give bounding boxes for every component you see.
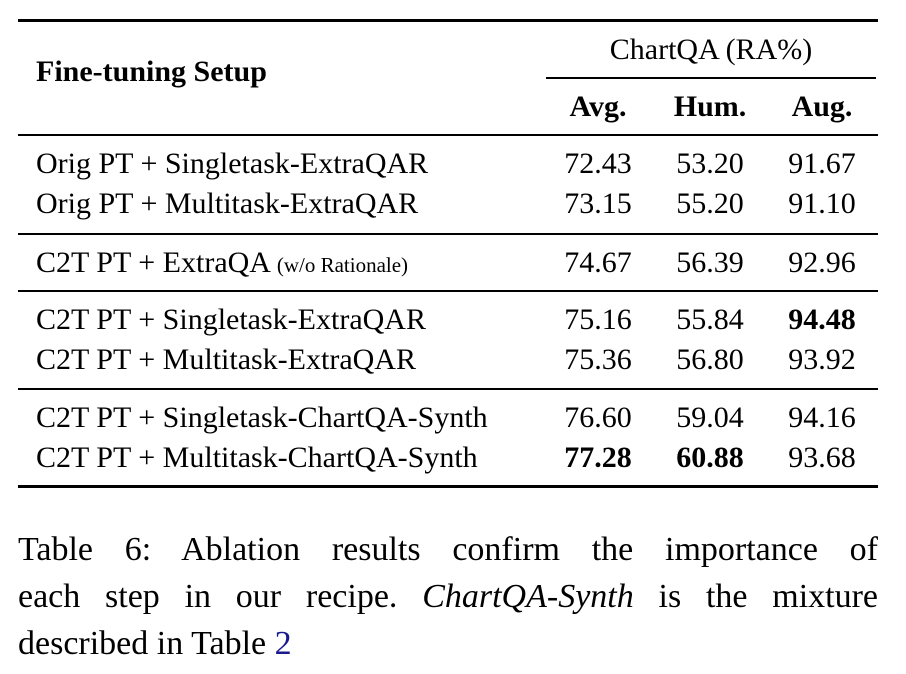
caption-text: each step in our recipe. bbox=[18, 578, 398, 615]
table-row-setup: C2T PT + Multitask-ChartQA-Synth bbox=[36, 441, 478, 474]
setup-note: (w/o Rationale) bbox=[276, 253, 409, 277]
table-top-rule bbox=[18, 19, 878, 22]
table-row-setup: Orig PT + Multitask-ExtraQAR bbox=[36, 187, 419, 220]
table-cell-aug-best: 94.48 bbox=[788, 303, 856, 336]
caption-text: is the mixture bbox=[658, 578, 879, 615]
group-divider bbox=[18, 233, 878, 235]
caption-line-2: each step in our recipe. ChartQA-Synth i… bbox=[18, 573, 878, 620]
setup-column-header: Fine-tuning Setup bbox=[36, 55, 267, 88]
column-header-avg: Avg. bbox=[569, 90, 627, 123]
table-caption: Table 6: Ablation results confirm the im… bbox=[18, 526, 878, 667]
table-cell-hum-best: 60.88 bbox=[676, 441, 744, 474]
table-row-setup: C2T PT + Singletask-ChartQA-Synth bbox=[36, 401, 488, 434]
chartqa-group-header: ChartQA (RA%) bbox=[609, 33, 813, 66]
table-cell-aug: 91.67 bbox=[788, 147, 856, 180]
table-cell-hum: 56.80 bbox=[676, 343, 744, 376]
table-cell-hum: 53.20 bbox=[676, 147, 744, 180]
group-divider bbox=[18, 290, 878, 292]
caption-line-3: described in Table 2 bbox=[18, 620, 878, 667]
table-cell-aug: 93.68 bbox=[788, 441, 856, 474]
table-cell-hum: 55.84 bbox=[676, 303, 744, 336]
table-cell-hum: 56.39 bbox=[676, 246, 744, 279]
table-cell-avg: 76.60 bbox=[564, 401, 632, 434]
table-reference-link[interactable]: 2 bbox=[274, 625, 292, 662]
column-header-hum: Hum. bbox=[673, 90, 747, 123]
table-cell-aug: 94.16 bbox=[788, 401, 856, 434]
header-rule bbox=[18, 134, 878, 136]
table-cell-avg: 72.43 bbox=[564, 147, 632, 180]
column-header-aug: Aug. bbox=[791, 90, 853, 123]
table-bottom-rule bbox=[18, 485, 878, 488]
table-cell-avg-best: 77.28 bbox=[564, 441, 632, 474]
table-cell-avg: 75.16 bbox=[564, 303, 632, 336]
group-divider bbox=[18, 388, 878, 390]
caption-emphasis: ChartQA-Synth bbox=[422, 578, 634, 615]
setup-name: C2T PT + ExtraQA bbox=[36, 246, 270, 279]
table-row-setup: Orig PT + Singletask-ExtraQAR bbox=[36, 147, 429, 180]
table-cell-avg: 75.36 bbox=[564, 343, 632, 376]
table-cell-hum: 55.20 bbox=[676, 187, 744, 220]
table-cell-avg: 74.67 bbox=[564, 246, 632, 279]
table-cell-aug: 92.96 bbox=[788, 246, 856, 279]
table-cell-aug: 91.10 bbox=[788, 187, 856, 220]
group-header-underline bbox=[546, 77, 876, 79]
table-cell-avg: 73.15 bbox=[564, 187, 632, 220]
table-cell-hum: 59.04 bbox=[676, 401, 744, 434]
caption-text: described in Table bbox=[18, 625, 267, 662]
table-cell-aug: 93.92 bbox=[788, 343, 856, 376]
table-row-setup: C2T PT + Multitask-ExtraQAR bbox=[36, 343, 416, 376]
table-row-setup: C2T PT + ExtraQA (w/o Rationale) bbox=[36, 245, 408, 283]
caption-line-1: Table 6: Ablation results confirm the im… bbox=[18, 531, 878, 568]
table-row-setup: C2T PT + Singletask-ExtraQAR bbox=[36, 303, 426, 336]
